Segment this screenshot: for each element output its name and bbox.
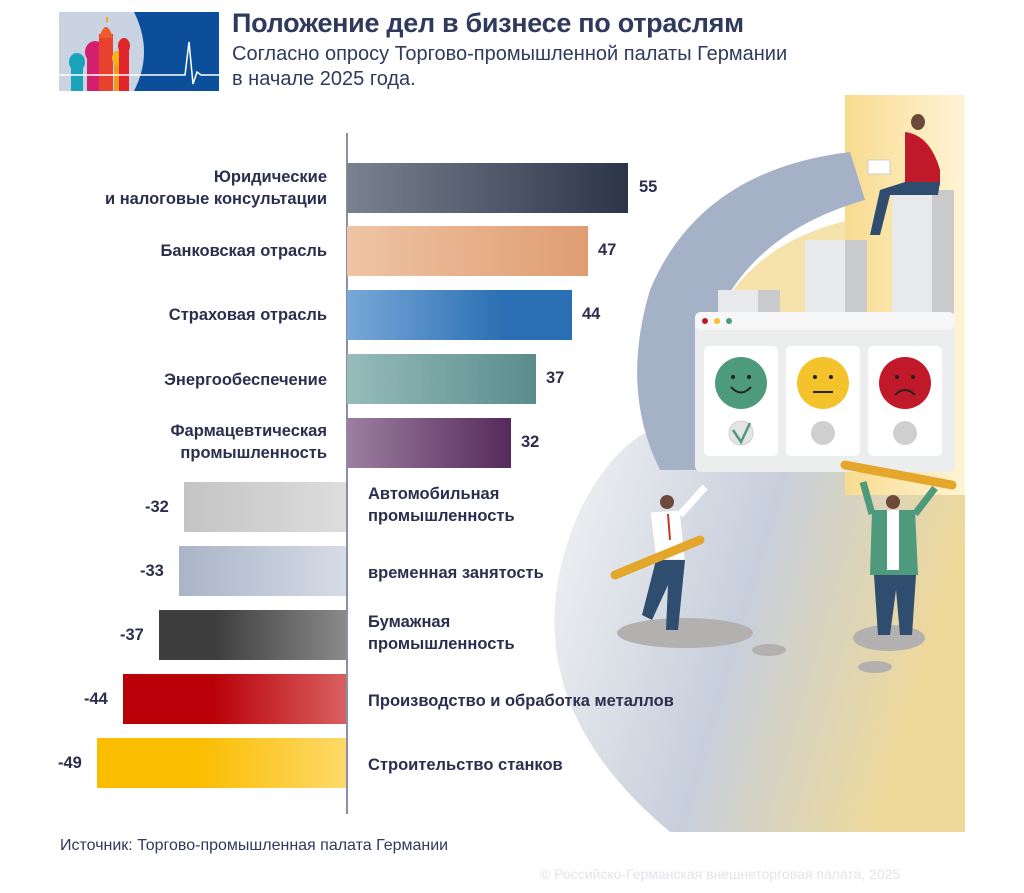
page-title: Положение дел в бизнесе по отраслям [232, 8, 744, 38]
survey-illustration [520, 90, 970, 840]
bar-energy-supply [347, 354, 536, 404]
survey-people-illustration-icon [554, 95, 965, 832]
bar-insurance [347, 290, 572, 340]
category-label: Энергообеспечение [164, 371, 327, 389]
source-note: Источник: Торгово-промышленная палата Ге… [60, 837, 449, 854]
subtitle-line-1: Согласно опросу Торгово-промышленной пал… [232, 43, 788, 65]
zero-axis-line [346, 133, 348, 814]
category-label: Банковская отрасль [160, 242, 327, 260]
category-label-line: промышленность [180, 444, 327, 462]
bar-paper-industry [159, 610, 346, 660]
page-subtitle: Согласно опросу Торгово-промышленной пал… [232, 42, 872, 92]
category-label: Юридические и налоговые консультации [37, 166, 327, 210]
category-label: Производство и обработка металлов [368, 692, 674, 710]
copyright-note: © Российско-Германская внешнеторговая па… [540, 866, 901, 882]
category-label: временная занятость [368, 564, 544, 582]
category-label-line: и налоговые консультации [104, 190, 327, 208]
category-label-line: Автомобильная [368, 485, 500, 503]
bar-metal-production [123, 674, 346, 724]
value-label: -32 [145, 498, 169, 516]
bar-temporary-employment [179, 546, 346, 596]
bar-legal-tax-consulting [347, 163, 628, 213]
category-label-line: Юридические [213, 168, 327, 186]
category-label-line: промышленность [368, 635, 515, 653]
logo [59, 12, 219, 91]
value-label: -37 [120, 626, 144, 644]
category-label: Фармацевтическая промышленность [37, 420, 327, 464]
category-label: Страховая отрасль [168, 306, 327, 324]
value-label: 32 [521, 433, 540, 451]
category-label: Строительство станков [368, 756, 563, 774]
bar-banking [347, 226, 588, 276]
category-label-line: Фармацевтическая [170, 422, 327, 440]
category-label: Автомобильная промышленность [368, 483, 748, 527]
value-label: 37 [546, 369, 565, 387]
value-label: 47 [598, 241, 617, 259]
category-label-line: Бумажная [368, 613, 451, 631]
bar-pharmaceutical [347, 418, 511, 468]
bar-automotive [184, 482, 346, 532]
category-label: Бумажная промышленность [368, 611, 748, 655]
kremlin-heartbeat-logo-icon [59, 12, 219, 91]
value-label: 55 [639, 178, 658, 196]
value-label: -49 [58, 754, 82, 772]
value-label: 44 [582, 305, 601, 323]
value-label: -33 [140, 562, 164, 580]
subtitle-line-2: в начале 2025 года. [232, 68, 416, 90]
value-label: -44 [84, 690, 108, 708]
category-label-line: промышленность [368, 507, 515, 525]
bar-machine-tool-building [97, 738, 346, 788]
